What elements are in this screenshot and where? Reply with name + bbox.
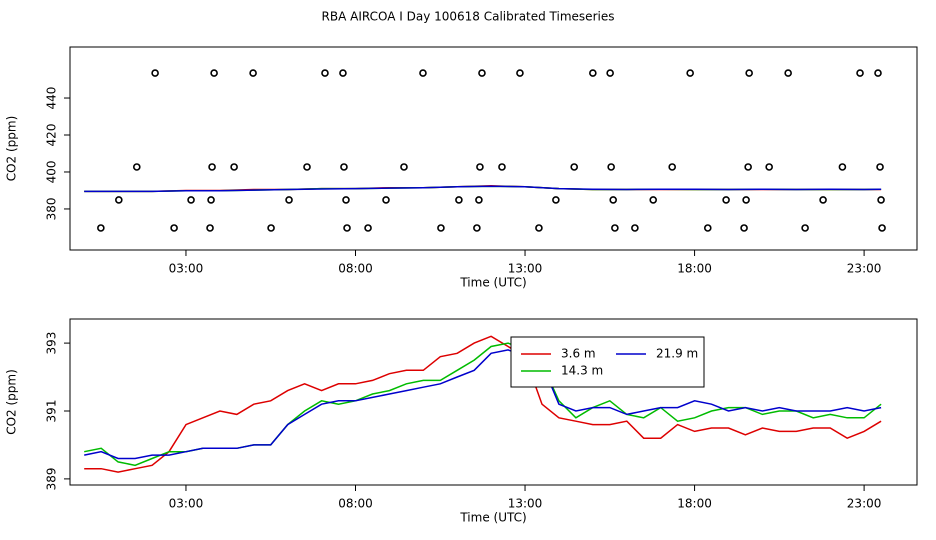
flag-point (476, 163, 484, 171)
y-axis-label: CO2 (ppm) (5, 369, 19, 435)
y-tick-label: 393 (45, 332, 59, 355)
flag-point (339, 69, 347, 77)
legend-box (510, 336, 705, 388)
flag-point (611, 224, 619, 232)
flag-point (876, 163, 884, 171)
flag-point (400, 163, 408, 171)
x-tick-label: 23:00 (847, 497, 882, 511)
legend-label: 21.9 m (656, 347, 698, 361)
flag-point (132, 163, 141, 171)
flag-point (230, 163, 238, 171)
series-line (84, 335, 882, 473)
x-tick-label: 08:00 (338, 262, 373, 276)
y-tick-label: 420 (45, 124, 59, 147)
flag-point (97, 224, 105, 232)
x-tick-label: 08:00 (338, 497, 373, 511)
x-tick-label: 13:00 (508, 497, 543, 511)
flag-point (878, 224, 886, 232)
y-tick-label: 389 (45, 467, 59, 490)
x-tick-label: 03:00 (169, 262, 204, 276)
x-tick-label: 18:00 (677, 497, 712, 511)
flag-point (607, 163, 615, 171)
flag-point (740, 224, 748, 232)
y-axis-label: CO2 (ppm) (5, 116, 19, 182)
legend-label: 14.3 m (561, 364, 603, 378)
flag-point (765, 163, 773, 171)
y-tick-label: 380 (45, 198, 59, 221)
series-line (84, 185, 882, 193)
flag-point (455, 196, 463, 204)
x-axis-label: Time (UTC) (459, 276, 526, 290)
flag-point (589, 69, 597, 77)
flag-point (874, 69, 882, 77)
flag-point (744, 163, 752, 171)
flag-point (609, 196, 617, 204)
main-title: RBA AIRCOA I Day 100618 Calibrated Times… (322, 10, 615, 24)
flag-point (342, 196, 350, 204)
flag-point (170, 224, 178, 232)
flag-point (321, 69, 329, 77)
flag-point (801, 224, 809, 232)
x-tick-label: 18:00 (677, 262, 712, 276)
flag-point (856, 69, 864, 77)
flag-point (206, 224, 214, 232)
flag-point (784, 69, 792, 77)
flag-point (210, 69, 218, 77)
x-axis-label: Time (UTC) (459, 511, 526, 525)
flag-point (745, 69, 753, 77)
flag-point (473, 224, 481, 232)
series-line (84, 349, 882, 460)
flag-point (343, 224, 351, 232)
flag-point (742, 196, 750, 204)
x-tick-label: 03:00 (169, 497, 204, 511)
flag-point (303, 163, 311, 171)
flag-point (249, 69, 257, 77)
flag-point (475, 196, 483, 204)
y-tick-label: 400 (45, 161, 59, 184)
flag-point (722, 196, 730, 204)
flag-point (340, 163, 348, 171)
flag-point (570, 163, 578, 171)
flag-point (668, 163, 676, 171)
flag-point (552, 196, 560, 204)
flag-point (535, 224, 543, 232)
flag-point (649, 196, 658, 204)
flag-point (115, 196, 123, 204)
flag-point (703, 224, 712, 232)
flag-point (606, 69, 614, 77)
flag-point (478, 69, 486, 77)
x-tick-label: 13:00 (508, 262, 543, 276)
plot-frame (69, 46, 918, 251)
flag-point (838, 163, 847, 171)
flag-point (686, 69, 694, 77)
flag-point (877, 196, 885, 204)
flag-point (208, 163, 216, 171)
flag-point (498, 163, 506, 171)
legend-label: 3.6 m (561, 347, 596, 361)
flag-point (516, 69, 524, 77)
flag-point (382, 196, 390, 204)
y-tick-label: 440 (45, 87, 59, 110)
flag-point (419, 69, 427, 77)
flag-point (151, 69, 159, 77)
y-tick-label: 391 (45, 400, 59, 423)
x-tick-label: 23:00 (847, 262, 882, 276)
flag-point (207, 196, 215, 204)
flag-point (631, 224, 639, 232)
flag-point (267, 224, 275, 232)
flag-point (187, 196, 195, 204)
flag-point (285, 196, 293, 204)
flag-point (364, 224, 372, 232)
flag-point (437, 224, 445, 232)
flag-point (819, 196, 827, 204)
plot-frame (69, 318, 918, 486)
